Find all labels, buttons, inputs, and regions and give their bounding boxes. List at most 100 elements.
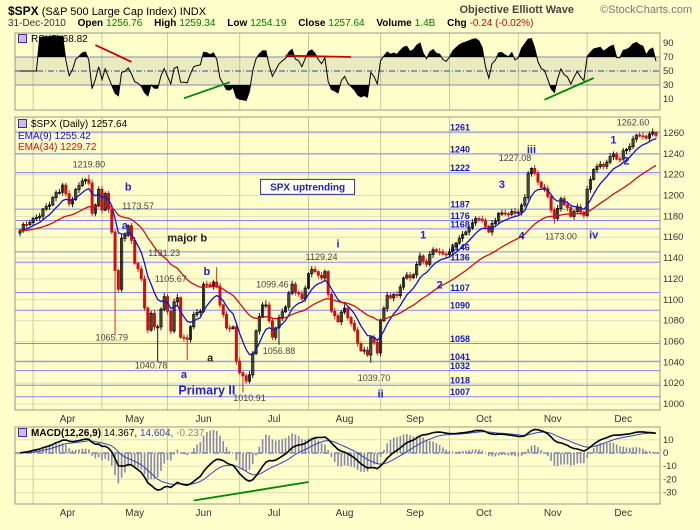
oew-pivot-label: 1090: [450, 301, 470, 311]
rsi-trendline: [95, 44, 132, 63]
price-axis-label: 1080: [663, 316, 684, 327]
chart-style-label: Objective Elliott Wave: [459, 4, 574, 16]
symbol: $SPX: [8, 4, 39, 18]
price-axis-label: 1180: [663, 211, 683, 222]
price-label: 1065.79: [96, 332, 129, 342]
month-label: Sep: [406, 508, 424, 519]
callout-box: [260, 178, 356, 195]
price-axis-label: 1020: [663, 378, 684, 389]
price-label: 1010.91: [233, 393, 266, 403]
oew-pivot-label: 1032: [450, 361, 470, 371]
price-candles: [18, 128, 658, 393]
macd-trendline: [193, 481, 309, 502]
oew-pivot-label: 1058: [450, 334, 470, 344]
close-label: Close: [298, 18, 326, 29]
month-axis: Apr May Jun Jul Aug Sep Oct Nov Dec: [60, 508, 632, 519]
volume-label: Volume: [376, 18, 412, 29]
wave-label: a: [181, 369, 188, 381]
oew-pivot-label: 1007: [450, 387, 470, 397]
price-label: 1040.78: [135, 361, 168, 371]
price-style-icon: [18, 119, 27, 128]
oew-pivot-label: 1222: [450, 163, 470, 173]
month-label: Aug: [336, 414, 354, 425]
open-value: 1256.76: [106, 18, 143, 29]
wave-label: 2: [437, 279, 443, 291]
oew-pivot-label: 1136: [450, 253, 470, 263]
oew-pivot-label: 1041: [450, 352, 470, 362]
macd-axis-label: -20: [663, 474, 677, 485]
low-value: 1254.19: [250, 18, 287, 29]
oew-pivot-label: 1240: [450, 144, 470, 154]
oew-pivot-label: 1168: [450, 219, 470, 229]
rsi-trendline: [544, 77, 595, 101]
wave-label: a: [122, 220, 129, 232]
price-label: 1262.60: [617, 118, 650, 128]
month-label: Nov: [544, 414, 562, 425]
price-axis-label: 1120: [663, 274, 683, 285]
wave-label: major b: [167, 232, 207, 244]
price-axis-label: 1040: [663, 357, 684, 368]
macd-axis-label: 10: [663, 435, 674, 446]
high-value: 1259.34: [179, 18, 216, 29]
quote-date: 31-Dec-2010: [8, 18, 66, 29]
price-label: 1129.24: [306, 252, 338, 262]
wave-label: 3: [499, 179, 505, 191]
month-label: Oct: [476, 414, 492, 425]
rsi-axis-label: 50: [663, 66, 674, 77]
ema9-line: [19, 138, 657, 356]
price-label: 1039.70: [358, 373, 391, 383]
chg-label: Chg: [447, 18, 467, 29]
rsi-panel: 90 70 50 30 10: [14, 32, 674, 111]
wave-label: Primary II: [178, 384, 235, 398]
price-axis-label: 1160: [663, 232, 683, 243]
rsi-legend: RSI(5) 68.82: [18, 34, 88, 45]
price-label: 1173.00: [545, 231, 577, 241]
ema34-line: [19, 164, 657, 321]
price-axis-label: 1240: [663, 149, 684, 160]
price-panel: 1000 1020 1040 1060 1080 1100 1120 1140 1160 1180…: [14, 116, 684, 411]
price-axis-label: 1000: [663, 399, 684, 410]
wave-label: i: [336, 239, 339, 251]
exchange: INDX: [179, 6, 207, 18]
macd-line: [19, 428, 657, 491]
month-label: Jul: [268, 414, 281, 425]
macd-signal-value: 14.604,: [139, 428, 174, 439]
month-label: Jun: [196, 508, 212, 519]
high-label: High: [154, 18, 177, 29]
price-axis-label: 1260: [663, 128, 684, 139]
symbol-title: (S&P 500 Large Cap Index): [41, 6, 177, 18]
oew-pivot-label: 1018: [450, 376, 470, 386]
oew-pivot-label: 1107: [450, 283, 470, 293]
month-label: Apr: [60, 414, 76, 425]
rsi-axis-label: 90: [663, 38, 674, 49]
low-label: Low: [227, 18, 248, 29]
rsi-axis-label: 30: [663, 80, 674, 91]
price-label: 1219.80: [73, 159, 106, 169]
macd-panel: 10 0 -10 -20 -30: [14, 426, 677, 505]
stockcharts-credit-link[interactable]: ©StockCharts.com: [600, 4, 692, 16]
month-label: Nov: [544, 508, 562, 519]
price-label: 1105.67: [155, 274, 187, 284]
wave-label: a: [207, 352, 214, 364]
open-label: Open: [77, 18, 104, 29]
macd-axis-label: 0: [663, 448, 668, 459]
close-value: 1257.64: [328, 18, 365, 29]
rsi-trendline: [285, 54, 352, 58]
wave-label: b: [203, 266, 210, 278]
month-label: Dec: [614, 414, 632, 425]
wave-label: 4: [519, 230, 526, 242]
wave-label: 1: [420, 229, 426, 241]
macd-legend: MACD(12,26,9) 14.367, 14.604, -0.237: [18, 428, 204, 439]
macd-legend-name: MACD(12,26,9): [31, 428, 102, 439]
indicator-style-icon: [18, 34, 27, 43]
price-axis-label: 1140: [663, 253, 683, 264]
price-axis-label: 1100: [663, 295, 683, 306]
ema9-legend: EMA(9) 1255.42: [18, 131, 91, 142]
month-axis: Apr May Jun Jul Aug Sep Oct Nov Dec: [60, 414, 632, 425]
price-axis-label: 1060: [663, 336, 684, 347]
oew-pivot-label: 1146: [450, 242, 470, 252]
wave-label: ii: [378, 389, 384, 401]
price-axis-label: 1200: [663, 191, 684, 202]
